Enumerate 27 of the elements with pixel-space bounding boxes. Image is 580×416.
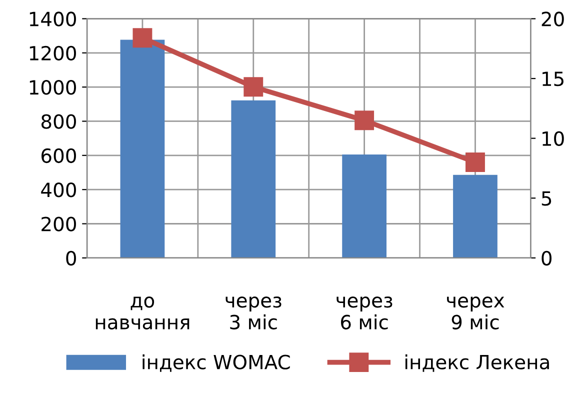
x-tick-label: черех 9 міс — [447, 296, 504, 330]
y2-tick-label: 20 — [542, 12, 564, 26]
y-tick-label: 1400 — [30, 12, 76, 26]
y2-tick-label: 15 — [542, 72, 564, 86]
point — [354, 110, 374, 130]
y-tick-label: 400 — [41, 182, 76, 198]
bar — [342, 154, 386, 258]
bar — [453, 174, 498, 258]
y2-tick-label: 0 — [542, 250, 552, 266]
y-tick-label: 0 — [66, 250, 76, 266]
y-tick-label: 800 — [41, 114, 76, 129]
point — [132, 28, 152, 48]
point — [466, 152, 485, 172]
point — [244, 77, 264, 97]
bar — [231, 100, 276, 258]
y-tick-label: 200 — [42, 216, 76, 232]
legend-label: індекс Лекена — [405, 354, 549, 372]
bar — [120, 40, 165, 258]
x-tick-label: через 6 міс — [336, 296, 392, 330]
y-tick-label: 600 — [42, 148, 76, 164]
y2-tick-label: 5 — [542, 191, 552, 206]
x-tick-label: через 3 міс — [226, 296, 282, 330]
x-tick-label: до навчання — [96, 296, 190, 330]
y-tick-label: 1000 — [30, 80, 76, 95]
y2-tick-label: 10 — [542, 131, 564, 146]
legend-label: індекс WOMAC — [142, 354, 290, 372]
y-tick-label: 1200 — [30, 46, 76, 61]
